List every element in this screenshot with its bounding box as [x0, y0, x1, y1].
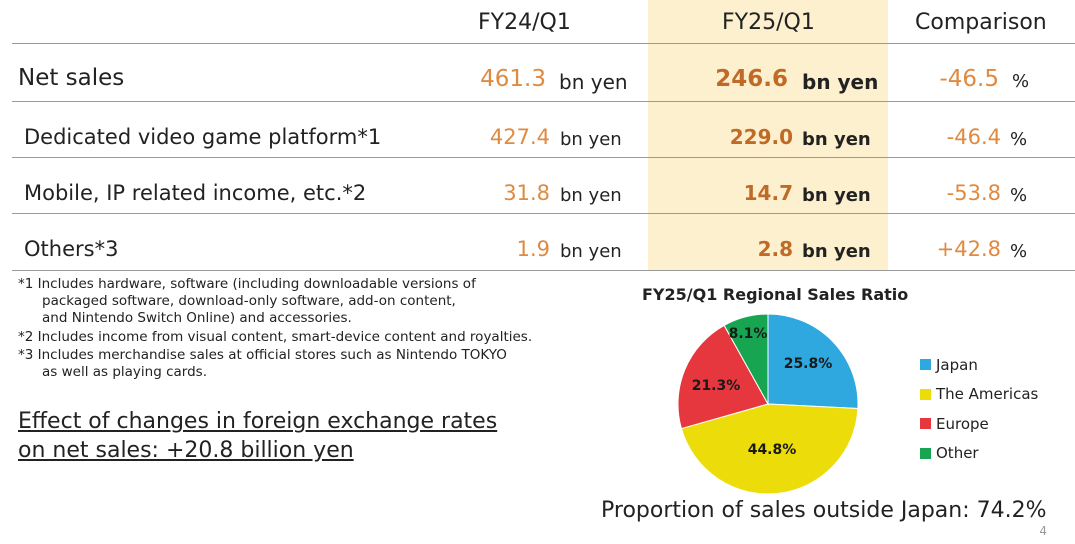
value-fy24-net-sales: 461.3 [480, 66, 546, 92]
footnote-1-line-1: *1 Includes hardware, software (includin… [18, 276, 476, 292]
unit-fy24-net-sales: bn yen [559, 70, 628, 94]
value-fy25-others: 2.8 [757, 237, 793, 261]
value-fy25-mobile: 14.7 [743, 181, 793, 205]
footnote-1-line-2: packaged software, download-only softwar… [42, 293, 456, 309]
row-label-mobile-ip: Mobile, IP related income, etc.*2 [24, 181, 367, 205]
value-fy25-dedicated: 229.0 [729, 125, 793, 149]
unit-fy24-dedicated: bn yen [560, 129, 622, 150]
page-number: 4 [1039, 524, 1047, 538]
pie-data-label-japan: 25.8% [784, 356, 833, 372]
value-fy25-net-sales: 246.6 [715, 66, 788, 92]
row-label-net-sales: Net sales [18, 65, 125, 91]
pie-slice-europe [677, 324, 769, 430]
chart-title: FY25/Q1 Regional Sales Ratio [642, 285, 909, 304]
legend-label: The Americas [936, 385, 1039, 404]
legend-item-the-americas: The Americas [920, 380, 1038, 410]
footnote-3: *3 Includes merchandise sales at officia… [18, 347, 507, 381]
pie-data-label-other: 8.1% [729, 326, 768, 342]
header-fy25q1: FY25/Q1 [722, 10, 815, 35]
unit-fy25-net-sales: bn yen [802, 70, 879, 94]
pct-net-sales: % [1012, 71, 1030, 92]
legend-label: Japan [936, 355, 978, 374]
row-label-others: Others*3 [24, 237, 119, 261]
legend-label: Other [936, 444, 979, 463]
footnote-3-line-2: as well as playing cards. [42, 364, 207, 380]
value-fy24-mobile: 31.8 [503, 181, 550, 205]
legend-swatch [920, 447, 931, 459]
unit-fy25-others: bn yen [802, 241, 871, 262]
pie-data-label-the-americas: 44.8% [748, 442, 797, 458]
row-label-dedicated-platform: Dedicated video game platform*1 [24, 125, 382, 149]
footnote-1: *1 Includes hardware, software (includin… [18, 276, 476, 327]
pie-slice-other [723, 313, 769, 406]
unit-fy24-mobile: bn yen [560, 185, 622, 206]
pct-mobile: % [1010, 185, 1028, 206]
legend-swatch [920, 388, 931, 400]
pct-others: % [1010, 241, 1028, 262]
unit-fy25-dedicated: bn yen [802, 129, 871, 150]
divider [12, 213, 1075, 214]
pie-slice-the-americas [680, 403, 859, 495]
footnote-3-line-1: *3 Includes merchandise sales at officia… [18, 347, 507, 363]
footnote-2: *2 Includes income from visual content, … [18, 329, 533, 345]
value-fy24-dedicated: 427.4 [489, 125, 550, 149]
pct-dedicated: % [1010, 129, 1028, 150]
pie-data-label-europe: 21.3% [692, 378, 741, 394]
unit-fy24-others: bn yen [560, 241, 622, 262]
fx-effect-line-1: Effect of changes in foreign exchange ra… [18, 409, 498, 434]
divider [12, 43, 1075, 44]
fx-effect-line-2: on net sales: +20.8 billion yen [18, 438, 354, 463]
legend-item-europe: Europe [920, 409, 1038, 439]
unit-fy25-mobile: bn yen [802, 185, 871, 206]
change-dedicated: -46.4 [946, 125, 1001, 149]
chart-legend: Japan The Americas Europe Other [920, 350, 1038, 468]
current-period-highlight [648, 0, 888, 270]
change-others: +42.8 [936, 237, 1001, 261]
divider [12, 101, 1075, 102]
legend-swatch [920, 359, 931, 371]
divider [12, 157, 1075, 158]
fx-effect-text: Effect of changes in foreign exchange ra… [18, 407, 497, 465]
header-comparison: Comparison [915, 10, 1047, 35]
header-fy24q1: FY24/Q1 [478, 10, 571, 35]
legend-item-japan: Japan [920, 350, 1038, 380]
proportion-outside-japan: Proportion of sales outside Japan: 74.2% [601, 498, 1047, 523]
legend-label: Europe [936, 414, 989, 433]
change-net-sales: -46.5 [939, 66, 999, 92]
divider [12, 270, 1075, 271]
pie-slice-japan [767, 313, 859, 410]
change-mobile: -53.8 [946, 181, 1001, 205]
legend-swatch [920, 418, 931, 430]
footnote-1-line-3: and Nintendo Switch Online) and accessor… [42, 310, 352, 326]
value-fy24-others: 1.9 [516, 237, 550, 261]
legend-item-other: Other [920, 439, 1038, 469]
